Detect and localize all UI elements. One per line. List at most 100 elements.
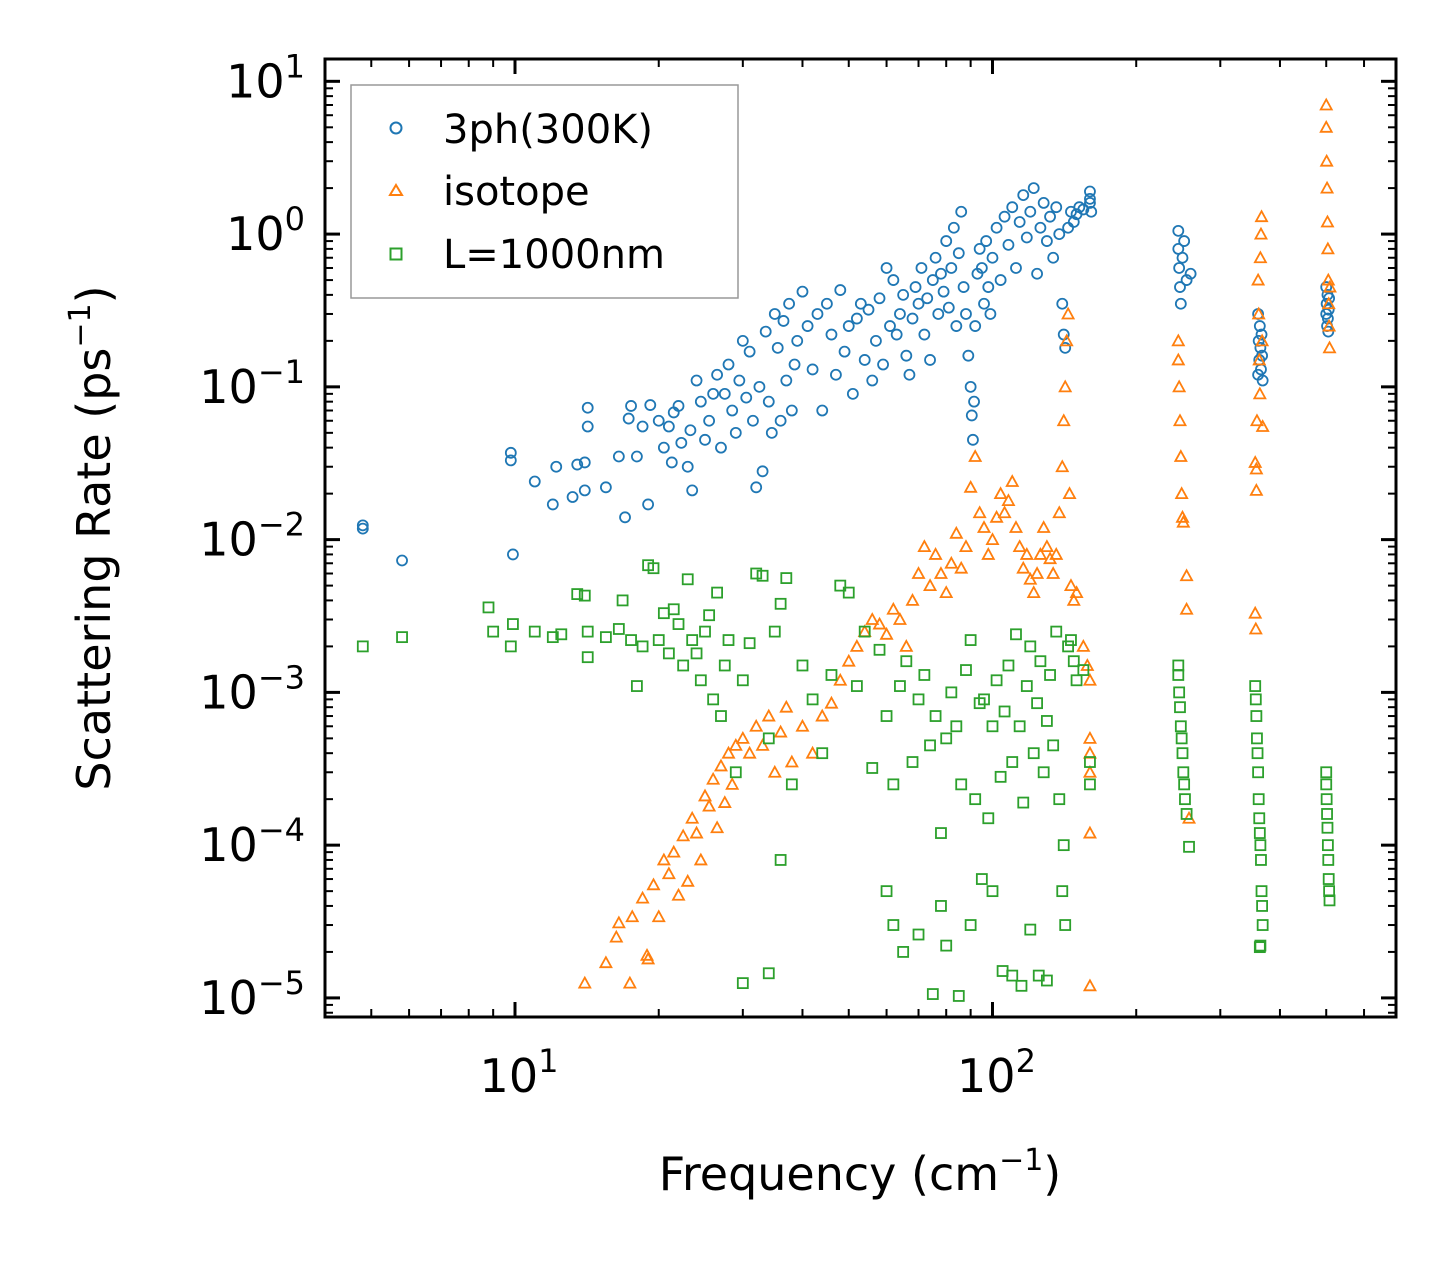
- legend-label-l1000nm: L=1000nm: [443, 232, 665, 278]
- point-triangle: [899, 639, 914, 652]
- point-circle: [887, 274, 900, 286]
- point-triangle: [1248, 605, 1263, 619]
- point-circle: [978, 297, 990, 310]
- point-triangle: [1055, 459, 1070, 473]
- point-circle: [952, 247, 965, 260]
- point-circle: [1084, 197, 1096, 209]
- point-triangle: [1061, 306, 1076, 320]
- point-circle: [1024, 205, 1037, 218]
- point-square: [736, 977, 749, 990]
- y-axis-title: Scattering Rate (ps−1): [63, 285, 121, 790]
- point-circle: [612, 450, 625, 463]
- point-circle: [619, 511, 631, 524]
- point-circle: [842, 320, 855, 332]
- point-triangle: [1008, 520, 1024, 533]
- point-circle: [686, 484, 699, 497]
- point-square: [356, 640, 369, 653]
- point-square: [699, 625, 711, 638]
- point-triangle: [784, 754, 799, 768]
- point-square: [880, 885, 893, 898]
- point-triangle: [1249, 461, 1264, 475]
- point-square: [1070, 674, 1083, 687]
- point-triangle: [981, 547, 996, 560]
- point-circle: [858, 354, 871, 366]
- point-square: [796, 659, 809, 672]
- point-circle: [1323, 292, 1336, 305]
- point-square: [711, 586, 723, 599]
- point-circle: [756, 465, 769, 478]
- point-square: [1249, 693, 1262, 706]
- point-square: [1015, 979, 1028, 992]
- point-circle: [909, 281, 922, 293]
- point-circle: [703, 414, 716, 427]
- x-tick-label: 101: [480, 1042, 559, 1103]
- point-square: [952, 990, 965, 1002]
- point-triangle: [721, 745, 736, 759]
- legend-marker-l1000nm: [389, 247, 403, 261]
- point-square: [677, 659, 690, 672]
- point-triangle: [1319, 97, 1334, 111]
- point-triangle: [735, 731, 750, 744]
- point-triangle: [1082, 825, 1097, 839]
- point-triangle: [997, 505, 1012, 519]
- point-square: [1253, 941, 1266, 954]
- point-triangle: [728, 737, 743, 751]
- point-circle: [947, 221, 960, 234]
- y-tick-label: 10−3: [199, 658, 305, 719]
- point-triangle: [697, 788, 713, 802]
- point-square: [912, 693, 925, 706]
- point-square: [1034, 655, 1047, 668]
- point-square: [900, 655, 913, 668]
- point-square: [1174, 701, 1186, 714]
- point-triangle: [1320, 180, 1335, 194]
- point-triangle: [1319, 153, 1334, 167]
- point-circle: [753, 380, 766, 393]
- point-triangle: [1171, 333, 1186, 347]
- point-square: [1006, 969, 1019, 982]
- point-square: [662, 647, 675, 660]
- point-circle: [566, 491, 579, 503]
- point-triangle: [1069, 585, 1084, 598]
- point-square: [1172, 669, 1185, 681]
- point-square: [647, 562, 660, 575]
- point-circle: [711, 368, 723, 381]
- point-triangle: [1255, 419, 1270, 432]
- point-triangle: [598, 955, 613, 969]
- point-square: [1031, 697, 1043, 710]
- point-circle: [897, 288, 910, 301]
- point-triangle: [1172, 379, 1187, 393]
- point-circle: [1254, 341, 1267, 354]
- y-tick-labels: 101 100 10−1 10−2 10−3 10−4 10−5: [199, 47, 305, 1025]
- point-circle: [690, 374, 703, 387]
- y-axis-title-sup: −1: [63, 303, 98, 347]
- point-square: [546, 631, 559, 644]
- point-circle: [866, 374, 879, 387]
- point-square: [718, 659, 731, 672]
- point-square: [1056, 885, 1069, 898]
- point-square: [816, 747, 829, 760]
- point-square: [1057, 839, 1070, 852]
- point-square: [1253, 812, 1266, 825]
- point-circle: [816, 404, 829, 417]
- point-circle: [1084, 185, 1096, 198]
- point-circle: [942, 301, 955, 314]
- point-triangle: [1321, 296, 1336, 310]
- point-square: [924, 739, 936, 752]
- point-circle: [675, 436, 688, 449]
- point-triangle: [1248, 621, 1263, 635]
- point-square: [969, 793, 982, 806]
- point-circle: [1031, 267, 1043, 280]
- point-circle: [877, 358, 889, 371]
- y-axis-title-main: Scattering Rate (ps: [67, 348, 121, 791]
- point-triangle: [611, 915, 626, 929]
- point-square: [652, 634, 665, 646]
- point-triangle: [742, 745, 757, 759]
- point-square: [736, 674, 749, 687]
- point-circle: [1255, 328, 1268, 341]
- point-circle: [599, 481, 612, 494]
- point-square: [1256, 900, 1269, 912]
- point-triangle: [1251, 272, 1266, 286]
- point-circle: [975, 262, 988, 274]
- point-square: [1044, 669, 1056, 681]
